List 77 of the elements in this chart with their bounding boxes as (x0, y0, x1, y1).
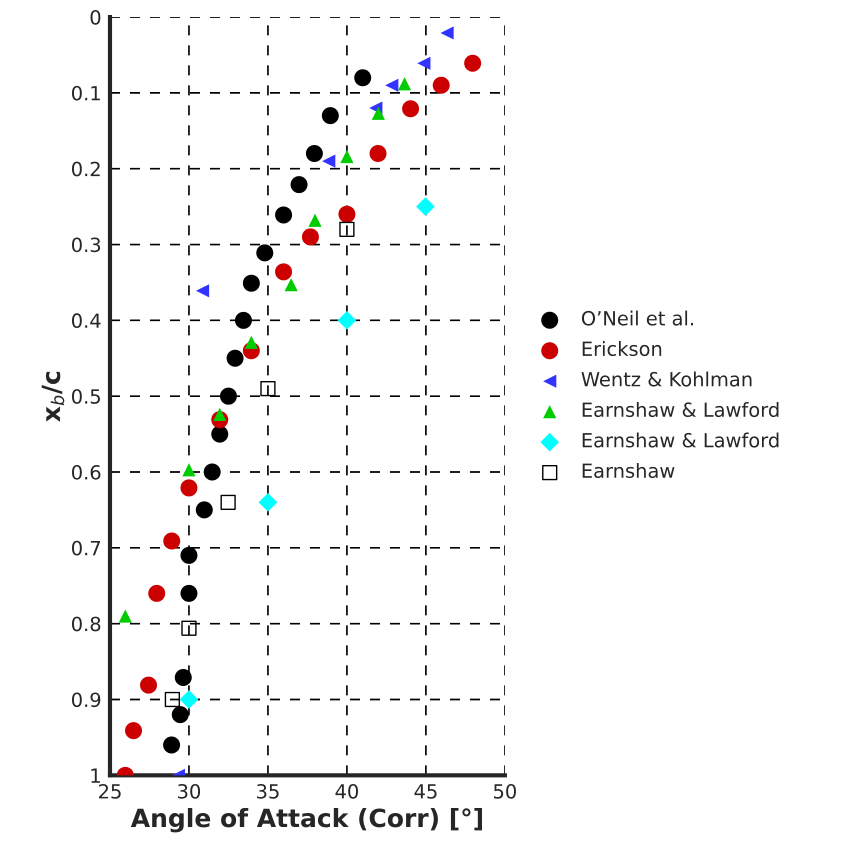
point (322, 154, 336, 168)
y-tick-label: 0.4 (72, 313, 101, 328)
point (416, 197, 435, 216)
point (174, 668, 192, 686)
point (339, 222, 355, 237)
point (275, 206, 292, 224)
point (220, 388, 237, 405)
y-tick-label: 0.7 (72, 540, 100, 556)
point (163, 532, 180, 550)
point (432, 76, 450, 94)
point (440, 26, 454, 40)
legend-label: Erickson (582, 341, 662, 356)
point (308, 214, 322, 227)
point (338, 311, 356, 330)
x-tick-label: 45 (414, 784, 437, 799)
point (211, 426, 228, 443)
point (163, 736, 180, 754)
point (180, 584, 198, 602)
y-tick-label: 0.8 (72, 616, 100, 632)
y-tick-label: 0.9 (72, 692, 100, 708)
point (196, 284, 210, 298)
point (172, 706, 189, 724)
y-tick-label: 1 (91, 768, 100, 783)
point (370, 145, 387, 162)
point (196, 501, 213, 518)
y-tick-label: 0.2 (72, 162, 100, 176)
point (284, 278, 298, 292)
point (398, 77, 412, 90)
point (180, 479, 198, 496)
point (290, 176, 308, 194)
point (338, 206, 356, 223)
y-axis-title: x$_{b}$/c (42, 372, 64, 422)
y-tick-label: 0.6 (72, 464, 100, 480)
point (140, 676, 158, 694)
point (275, 263, 292, 280)
point (220, 494, 236, 510)
point (354, 69, 372, 86)
point (242, 274, 260, 292)
x-tick-label: 30 (178, 784, 200, 799)
point (322, 107, 339, 124)
point (258, 493, 278, 512)
legend-label: Earnshaw & Lawford (582, 432, 778, 448)
point (372, 106, 385, 120)
x-axis-title: Angle of Attack (Corr) [°] (130, 808, 482, 832)
point (260, 380, 276, 396)
point (164, 692, 180, 708)
point (181, 620, 197, 636)
point (464, 54, 482, 72)
point (385, 78, 398, 92)
point (182, 463, 196, 476)
point (340, 150, 354, 164)
x-tick-label: 25 (99, 784, 121, 799)
legend-label: O’Neil et al. (582, 310, 693, 326)
point (148, 584, 166, 602)
point (244, 336, 258, 349)
point (402, 100, 420, 118)
point (204, 464, 221, 481)
y-tick-label: 0.1 (72, 86, 100, 101)
point (256, 244, 274, 262)
x-tick-label: 50 (494, 784, 516, 799)
y-tick-label: 0 (90, 10, 100, 25)
legend-label: Earnshaw & Lawford (582, 402, 778, 418)
point (306, 145, 323, 162)
point (226, 350, 244, 367)
legend-label: Earnshaw (582, 462, 674, 478)
x-tick-label: 40 (336, 784, 358, 799)
point (125, 722, 142, 740)
y-tick-label: 0.3 (72, 237, 100, 252)
point (118, 609, 132, 623)
legend-label: Wentz & Kohlman (581, 372, 752, 387)
point (302, 228, 319, 246)
point (234, 312, 252, 329)
x-tick-label: 35 (257, 784, 279, 799)
point (417, 56, 430, 70)
y-tick-label: 0.5 (72, 389, 100, 404)
point (180, 546, 198, 564)
point (180, 690, 198, 709)
